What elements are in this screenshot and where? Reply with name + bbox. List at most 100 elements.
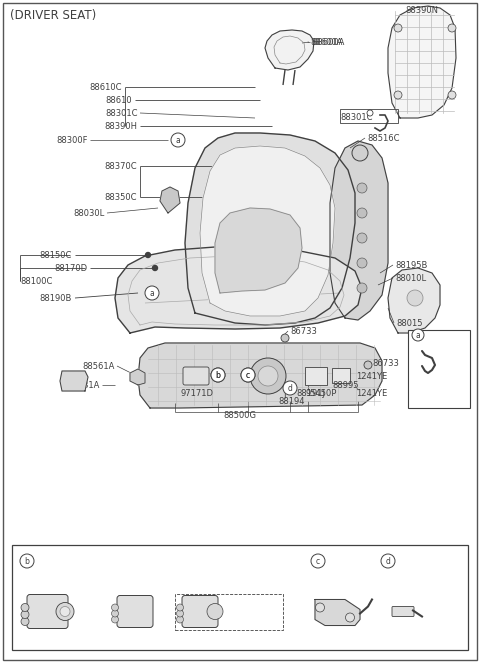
Circle shape — [56, 603, 74, 621]
Text: 88010L: 88010L — [395, 274, 426, 282]
Text: 88390N: 88390N — [405, 5, 438, 15]
Text: 88390H: 88390H — [104, 121, 137, 131]
Bar — [12, 545, 468, 650]
Circle shape — [20, 554, 34, 568]
Circle shape — [145, 286, 159, 300]
Polygon shape — [265, 30, 314, 70]
Circle shape — [111, 604, 119, 611]
Text: 88370C: 88370C — [104, 162, 137, 170]
Circle shape — [21, 617, 29, 625]
Polygon shape — [388, 268, 440, 333]
Text: a: a — [150, 288, 155, 298]
Text: 88610C: 88610C — [89, 82, 122, 91]
Text: 88100C: 88100C — [20, 276, 52, 286]
Text: 1241YE: 1241YE — [356, 371, 387, 381]
Circle shape — [448, 24, 456, 32]
Circle shape — [177, 610, 183, 617]
Circle shape — [394, 24, 402, 32]
Polygon shape — [388, 6, 456, 118]
Text: 88561A: 88561A — [83, 361, 115, 371]
Text: 88195B: 88195B — [395, 261, 427, 269]
Text: 88081A: 88081A — [68, 381, 100, 389]
Circle shape — [367, 110, 373, 116]
Circle shape — [177, 616, 183, 623]
Bar — [332, 368, 350, 383]
Text: c: c — [246, 371, 250, 379]
Polygon shape — [215, 208, 302, 293]
Text: 12492: 12492 — [413, 556, 439, 566]
Text: b: b — [216, 371, 220, 379]
Circle shape — [407, 290, 423, 306]
Circle shape — [357, 208, 367, 218]
FancyBboxPatch shape — [183, 367, 209, 385]
Polygon shape — [138, 343, 382, 408]
Polygon shape — [115, 247, 362, 333]
Circle shape — [357, 233, 367, 243]
Polygon shape — [160, 187, 180, 213]
Text: 86733: 86733 — [372, 359, 399, 367]
Text: 88600A: 88600A — [312, 38, 344, 46]
Bar — [305, 367, 327, 385]
Polygon shape — [130, 369, 145, 385]
Text: 1241YE: 1241YE — [356, 389, 387, 398]
Polygon shape — [330, 141, 388, 320]
Text: a: a — [176, 135, 180, 145]
FancyBboxPatch shape — [182, 595, 218, 627]
FancyBboxPatch shape — [392, 607, 414, 617]
Text: (DRIVER SEAT): (DRIVER SEAT) — [10, 9, 96, 21]
Circle shape — [60, 607, 70, 617]
Text: (W/I.M.S): (W/I.M.S) — [178, 590, 213, 599]
Circle shape — [311, 554, 325, 568]
Circle shape — [315, 603, 324, 612]
Polygon shape — [200, 146, 335, 316]
Text: 88610: 88610 — [106, 95, 132, 105]
Text: c: c — [316, 556, 320, 566]
Circle shape — [364, 361, 372, 369]
Text: 88627: 88627 — [432, 330, 459, 339]
Circle shape — [448, 91, 456, 99]
Text: d: d — [385, 556, 390, 566]
Circle shape — [171, 133, 185, 147]
Circle shape — [111, 610, 119, 617]
Circle shape — [394, 91, 402, 99]
Text: 88191J: 88191J — [296, 389, 325, 398]
Text: 88030L: 88030L — [74, 208, 105, 217]
Bar — [340, 109, 398, 123]
Circle shape — [241, 368, 255, 382]
Text: 88600A: 88600A — [310, 38, 342, 46]
Text: 88301C: 88301C — [340, 113, 372, 121]
Text: 88516C: 88516C — [367, 133, 399, 143]
Circle shape — [111, 616, 119, 623]
Circle shape — [153, 265, 157, 271]
Text: 88583: 88583 — [40, 556, 67, 566]
Text: b: b — [216, 371, 220, 379]
Circle shape — [381, 554, 395, 568]
Text: 95450P: 95450P — [305, 389, 336, 398]
Circle shape — [412, 329, 424, 341]
Bar — [408, 330, 470, 408]
Text: 88301C: 88301C — [106, 109, 138, 117]
Text: 88015: 88015 — [396, 318, 422, 328]
Circle shape — [258, 366, 278, 386]
Text: 88150C: 88150C — [40, 251, 72, 259]
Text: 88350C: 88350C — [105, 192, 137, 202]
Circle shape — [281, 334, 289, 342]
Circle shape — [357, 283, 367, 293]
Polygon shape — [60, 371, 88, 391]
Text: 88995: 88995 — [332, 381, 359, 389]
Text: 88509B: 88509B — [220, 612, 249, 621]
Text: 88448A: 88448A — [400, 556, 432, 566]
Polygon shape — [185, 133, 355, 325]
Circle shape — [177, 604, 183, 611]
Circle shape — [357, 258, 367, 268]
Circle shape — [21, 611, 29, 619]
Circle shape — [352, 145, 368, 161]
Bar — [175, 593, 283, 629]
Circle shape — [357, 183, 367, 193]
Circle shape — [211, 368, 225, 382]
Text: 86733: 86733 — [290, 326, 317, 335]
Circle shape — [241, 368, 255, 382]
Polygon shape — [315, 599, 360, 625]
Text: 88190B: 88190B — [40, 294, 72, 302]
Text: a: a — [416, 330, 420, 339]
